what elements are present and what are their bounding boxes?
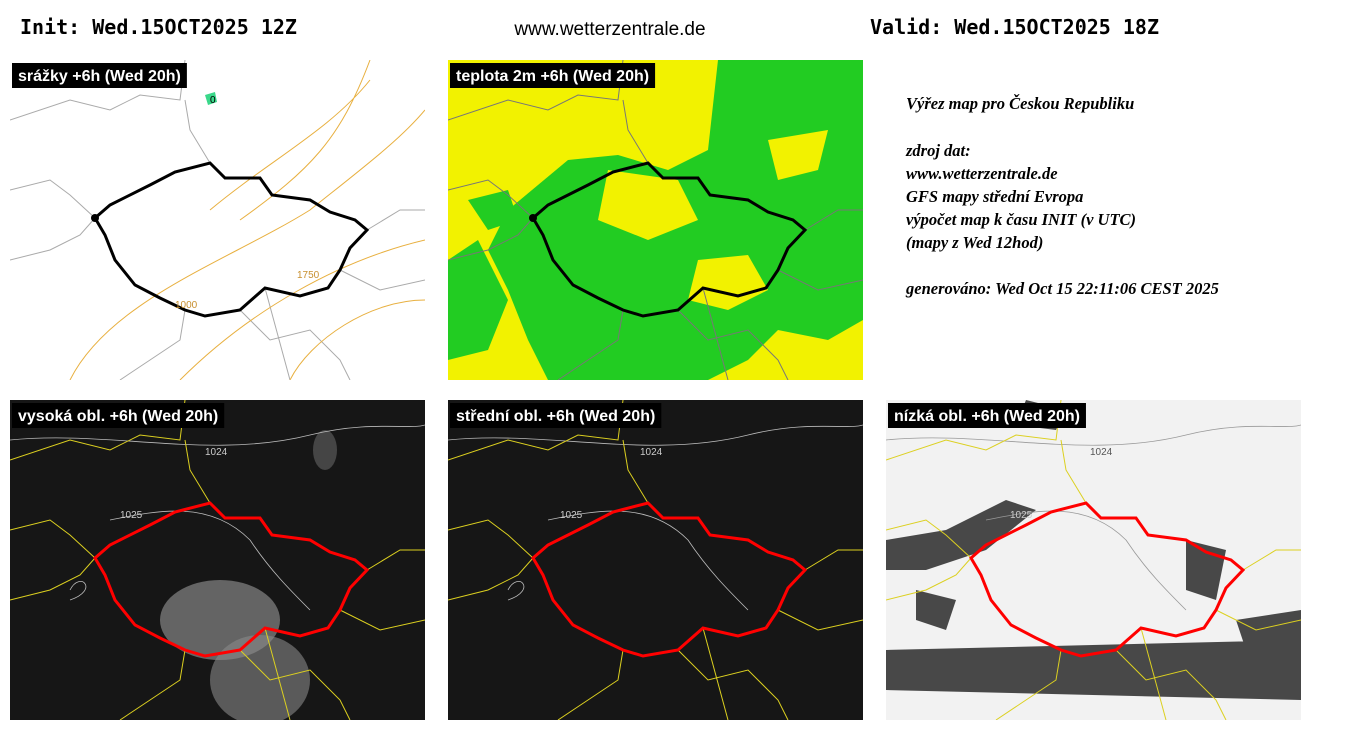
isobars: [886, 424, 1301, 611]
precip-blob: [205, 92, 217, 105]
init-label: Init: Wed.15OCT2025 12Z: [20, 15, 297, 39]
title-box: [450, 403, 662, 428]
site-label: www.wetterzentrale.de: [513, 19, 705, 40]
map-bg: [10, 60, 425, 380]
contour-label: 1025: [560, 510, 583, 521]
cloud: [886, 400, 1301, 700]
isobars: [448, 424, 863, 611]
title-box: [888, 403, 1086, 428]
isobars: [10, 424, 425, 611]
info-line: generováno: Wed Oct 15 22:11:06 CEST 202…: [905, 279, 1219, 298]
info-line: (mapy z Wed 12hod): [906, 233, 1043, 252]
title-box: [12, 63, 187, 88]
temperature-map: [448, 60, 863, 380]
mid-cloud-map: 1024 1025: [448, 400, 863, 720]
marker: [529, 214, 537, 222]
contour-label: 1024: [640, 447, 663, 458]
panel-title: srážky +6h (Wed 20h): [18, 68, 181, 85]
temp-zone: [598, 130, 828, 310]
contour-label: 1025: [120, 510, 143, 521]
info-line: výpočet map k času INIT (v UTC): [906, 210, 1136, 229]
panel-title: střední obl. +6h (Wed 20h): [456, 408, 655, 425]
panel-title: nízká obl. +6h (Wed 20h): [894, 408, 1080, 425]
info-line: GFS mapy střední Evropa: [906, 187, 1083, 206]
contour-label: 1000: [175, 300, 198, 311]
contours: [69, 60, 425, 380]
contour-label: 1750: [297, 270, 320, 281]
info-line: www.wetterzentrale.de: [906, 164, 1058, 183]
contour-label: 1024: [1090, 447, 1113, 458]
marker: [91, 214, 99, 222]
title-box: [12, 403, 225, 428]
info-block: Výřez map pro Českou Republiku zdroj dat:…: [905, 94, 1219, 298]
panel-title: vysoká obl. +6h (Wed 20h): [18, 408, 218, 425]
cloud: [313, 430, 337, 470]
panel-titles: srážky +6h (Wed 20h) teplota 2m +6h (Wed …: [12, 63, 1086, 428]
precip-map: 0 1750 1000: [10, 60, 425, 380]
title-box: [450, 63, 656, 88]
panel-title: teplota 2m +6h (Wed 20h): [456, 68, 649, 85]
contour-label: 0: [210, 95, 216, 106]
temp-zone: [448, 190, 518, 360]
contour-label: 1024: [205, 447, 228, 458]
info-line: Výřez map pro Českou Republiku: [906, 94, 1134, 113]
cloud: [210, 635, 310, 720]
contour-label: 1025: [1010, 510, 1033, 521]
valid-label: Valid: Wed.15OCT2025 18Z: [870, 15, 1159, 39]
info-line: zdroj dat:: [905, 141, 971, 160]
high-cloud-map: 1024 1025: [10, 400, 425, 720]
low-cloud-map: 1024 1025: [886, 400, 1301, 720]
